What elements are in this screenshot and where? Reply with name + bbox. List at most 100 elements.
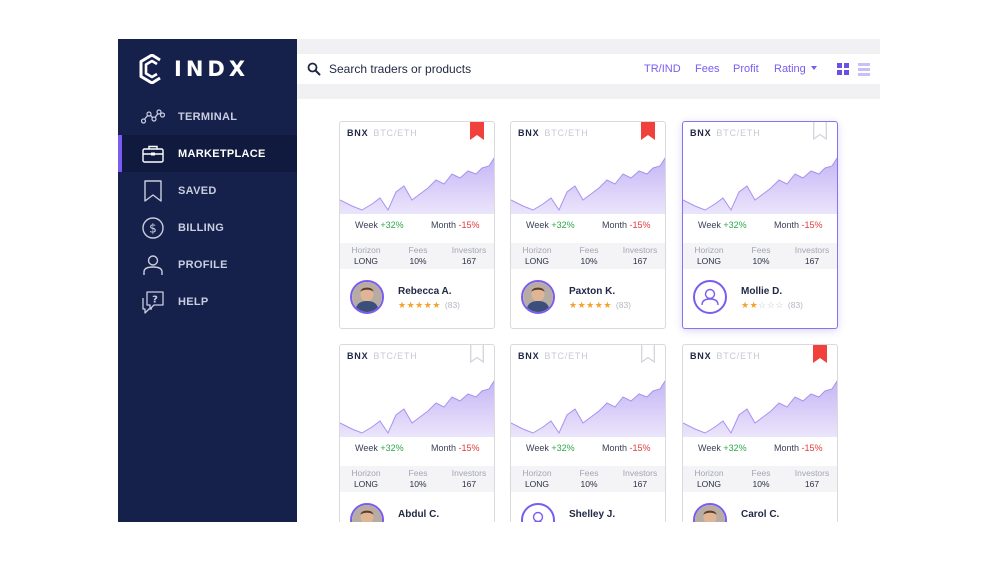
star-filled-icon: ★ (415, 300, 424, 310)
horizon-value: LONG (524, 256, 550, 266)
sidebar-nav: TERMINAL MARKETPLACE SAVED (118, 98, 297, 320)
search-bar: TR/IND Fees Profit Rating (297, 54, 880, 84)
star-filled-icon: ★ (741, 300, 750, 310)
bookmark-filled-icon[interactable] (470, 122, 484, 140)
trader-info: Mollie D. ★★☆☆☆ (83) (683, 280, 837, 320)
briefcase-icon (142, 145, 164, 163)
investors-label: Investors (451, 468, 487, 478)
sidebar-item-billing[interactable]: $ BILLING (118, 209, 297, 246)
performance-stats: Week +32% Month -15% (683, 220, 837, 234)
sidebar-item-terminal[interactable]: TERMINAL (118, 98, 297, 135)
filter-rating[interactable]: Rating (774, 63, 817, 75)
star-filled-icon: ★ (406, 300, 416, 310)
star-rating: ★★★★★ (83) (398, 300, 460, 310)
fees-value: 10% (752, 256, 770, 266)
trader-card[interactable]: BNX BTC/ETH Week +32% Month -15% Horizon L… (510, 121, 666, 329)
trader-name[interactable]: Paxton K. (569, 286, 616, 297)
avatar[interactable] (693, 503, 727, 522)
fees-info: Fees 10% (741, 245, 781, 266)
week-stat: Week +32% (526, 220, 575, 230)
trader-card[interactable]: BNX BTC/ETH Week +32% Month -15% Horizon L… (682, 121, 838, 329)
pair-base: BNX (690, 351, 712, 361)
trader-info: Paxton K. ★★★★★ (83) (511, 280, 665, 320)
trader-name[interactable]: Mollie D. (741, 286, 783, 297)
trader-name[interactable]: Abdul C. (398, 509, 440, 520)
sidebar: INDX TERMINAL (118, 39, 297, 522)
bookmark-outline-icon[interactable] (470, 345, 484, 363)
investors-value: 167 (461, 256, 477, 266)
trader-card[interactable]: BNX BTC/ETH Week +32% Month -15% Horizon L… (510, 344, 666, 522)
month-stat: Month -15% (431, 220, 480, 230)
week-label: Week (698, 443, 721, 453)
trader-card[interactable]: BNX BTC/ETH Week +32% Month -15% Horizon L… (339, 344, 495, 522)
product-pair: BNX BTC/ETH (690, 351, 761, 361)
bookmark-outline-icon[interactable] (641, 345, 655, 363)
investors-label: Investors (794, 245, 830, 255)
product-meta: Horizon LONG Fees 10% Investors 167 (340, 466, 494, 492)
sidebar-item-help[interactable]: ? HELP (118, 283, 297, 320)
pair-quote: BTC/ETH (716, 351, 761, 361)
avatar[interactable] (521, 280, 555, 314)
trader-card[interactable]: BNX BTC/ETH Week +32% Month -15% Horizon L… (682, 344, 838, 522)
horizon-value: LONG (524, 479, 550, 489)
pair-base: BNX (347, 128, 369, 138)
trader-card[interactable]: BNX BTC/ETH Week +32% Month -15% Horizon L… (339, 121, 495, 329)
dollar-circle-icon: $ (142, 217, 164, 239)
grid-view-icon[interactable] (837, 63, 849, 75)
avatar[interactable] (350, 503, 384, 522)
brand-logo[interactable]: INDX (138, 53, 249, 85)
horizon-label: Horizon (694, 245, 724, 255)
star-filled-icon: ★ (749, 300, 759, 310)
month-label: Month (602, 443, 628, 453)
star-empty-icon: ☆ (758, 300, 767, 310)
avatar[interactable] (350, 280, 384, 314)
investors-info: Investors 167 (446, 245, 492, 266)
trader-name[interactable]: Shelley J. (569, 509, 616, 520)
bookmark-icon (144, 180, 162, 202)
fees-value: 10% (752, 479, 770, 489)
list-view-icon[interactable] (858, 63, 870, 76)
month-change: -15% (629, 443, 651, 453)
trader-info: Carol C. ★★★★★(83) (683, 503, 837, 522)
pair-base: BNX (690, 128, 712, 138)
star-filled-icon: ★ (603, 300, 612, 310)
month-change: -15% (801, 220, 823, 230)
performance-chart (683, 157, 837, 214)
search-input[interactable] (329, 59, 629, 79)
trend-line-icon (141, 109, 165, 124)
product-meta: Horizon LONG Fees 10% Investors 167 (683, 466, 837, 492)
investors-value: 167 (804, 479, 820, 489)
fees-info: Fees 10% (569, 468, 609, 489)
filter-fees[interactable]: Fees (695, 63, 720, 75)
week-change: +32% (723, 443, 747, 453)
filter-tr-ind[interactable]: TR/IND (644, 63, 681, 75)
pair-quote: BTC/ETH (716, 128, 761, 138)
product-pair: BNX BTC/ETH (518, 351, 589, 361)
month-change: -15% (629, 220, 651, 230)
trader-name[interactable]: Carol C. (741, 509, 780, 520)
performance-stats: Week +32% Month -15% (511, 220, 665, 234)
week-label: Week (698, 220, 721, 230)
bookmark-filled-icon[interactable] (641, 122, 655, 140)
investors-info: Investors 167 (446, 468, 492, 489)
investors-label: Investors (622, 468, 658, 478)
trader-name[interactable]: Rebecca A. (398, 286, 452, 297)
bookmark-outline-icon[interactable] (813, 122, 827, 140)
avatar-photo (523, 282, 553, 312)
filter-profit[interactable]: Profit (733, 63, 759, 75)
fees-info: Fees 10% (569, 245, 609, 266)
month-stat: Month -15% (602, 220, 651, 230)
horizon-value: LONG (353, 256, 379, 266)
sidebar-item-saved[interactable]: SAVED (118, 172, 297, 209)
star-empty-icon: ☆ (775, 300, 784, 310)
search-icon[interactable] (307, 62, 321, 76)
sidebar-item-profile[interactable]: PROFILE (118, 246, 297, 283)
filter-rating-label: Rating (774, 63, 806, 75)
bookmark-filled-icon[interactable] (813, 345, 827, 363)
avatar-placeholder[interactable] (521, 503, 555, 522)
avatar-placeholder[interactable] (693, 280, 727, 314)
sidebar-item-marketplace[interactable]: MARKETPLACE (118, 135, 297, 172)
pair-quote: BTC/ETH (373, 351, 418, 361)
star-filled-icon: ★ (594, 300, 604, 310)
horizon-info: Horizon LONG (346, 468, 386, 489)
